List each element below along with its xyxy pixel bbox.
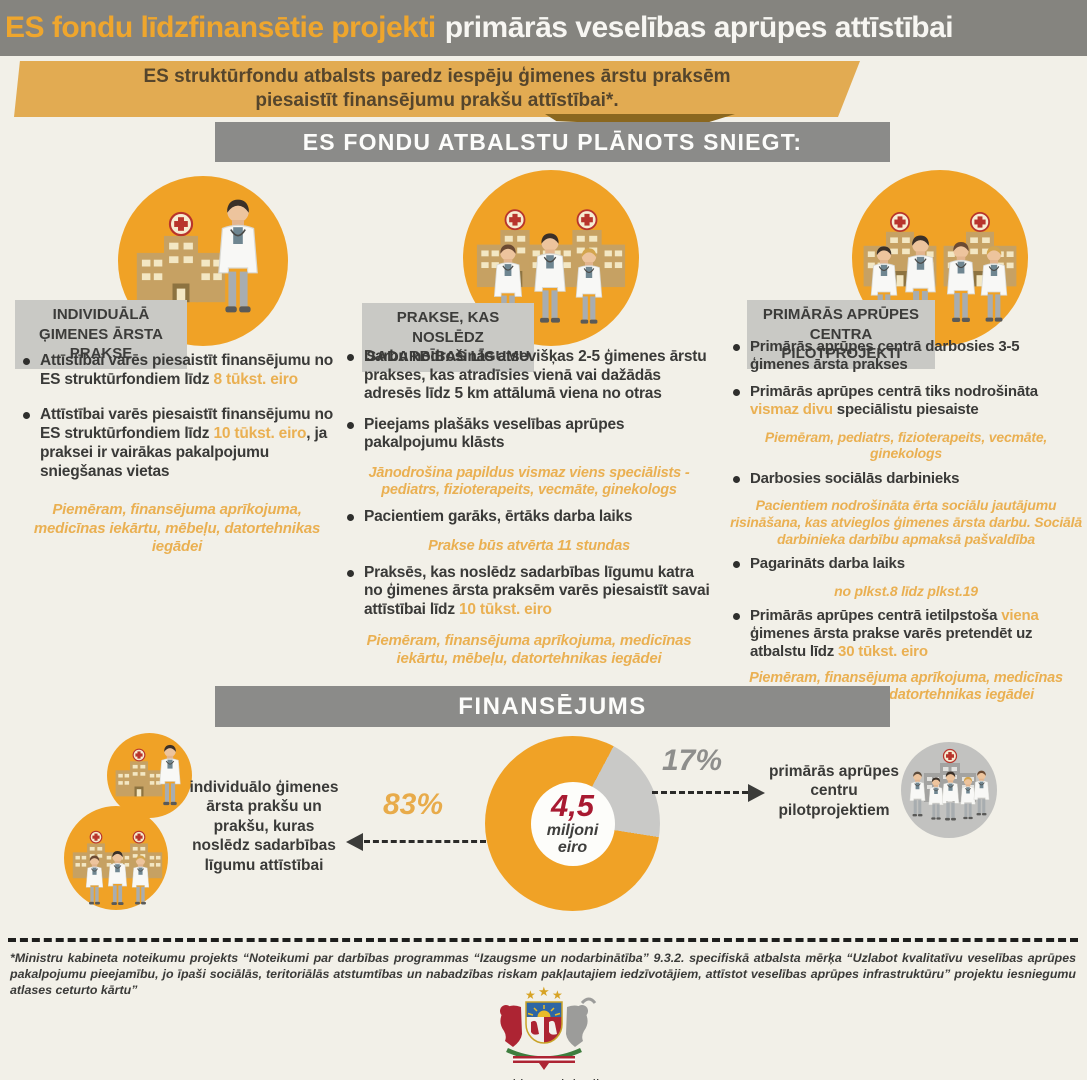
arrow-left-line: [364, 840, 486, 843]
arrow-left-icon: [346, 833, 363, 851]
dotted-separator: [8, 938, 1078, 942]
bullet-item: Primārās aprūpes centrā ietilpstoša vien…: [730, 607, 1082, 660]
example-note: Pacientiem nodrošināta ērta sociālu jaut…: [730, 497, 1082, 547]
bullet-item: Darbu nodrošinās atsevišķas 2-5 ģimenes …: [344, 348, 714, 404]
column-title-pilot-center: PRIMĀRĀS APRŪPES CENTRA PILOTPROJEKTI: [747, 300, 935, 369]
arrow-right-line: [652, 791, 748, 794]
financing-right-label: primārās aprūpes centru pilotprojektiem: [768, 763, 900, 819]
financing-donut-chart: 4,5 miljoni eiro: [485, 736, 660, 911]
financing-left-label: individuālo ģimenes ārsta prakšu un prak…: [189, 779, 339, 874]
example-note: Piemēram, finansējuma aprīkojuma, medicī…: [33, 501, 321, 556]
total-amount-unit: miljoni eiro: [546, 822, 599, 856]
example-note: Prakse būs atvērta 11 stundas: [428, 538, 630, 555]
financing-right-illustration: [901, 742, 997, 838]
amount-highlight: 10 tūkst. eiro: [458, 600, 552, 618]
svg-text:★: ★: [552, 988, 563, 1002]
section-banner: ES FONDU ATBALSTU PLĀNOTS SNIEGT:: [215, 122, 890, 162]
bullet-item: Attīstībai varēs piesaistīt finansējumu …: [20, 406, 334, 482]
amount-highlight: 30 tūkst. eiro: [838, 642, 928, 660]
intro-text: ES struktūrfondu atbalsts paredz iespēju…: [143, 66, 731, 111]
page-title-orange: ES fondu līdzfinansētie projekti: [5, 11, 436, 44]
footnote-text: *Ministru kabineta noteikumu projekts “N…: [10, 951, 1076, 998]
financing-right-percent: 17%: [662, 744, 723, 777]
bullet-item: Pagarināts darba laiks: [730, 555, 1082, 573]
example-note: Jānodrošina papildus vismaz viens speciā…: [368, 464, 690, 499]
bullet-item: Pieejams plašāks veselības aprūpes pakal…: [344, 416, 714, 453]
bullet-item: Primārās aprūpes centrā darbosies 3-5 ģi…: [730, 338, 1082, 373]
doctor-icon: [973, 770, 990, 816]
svg-text:★: ★: [538, 986, 550, 999]
amount-highlight: 8 tūkst. eiro: [213, 370, 298, 388]
total-amount: 4,5: [550, 788, 595, 824]
financing-left-percent: 83%: [383, 788, 444, 821]
amount-highlight: 10 tūkst. eiro: [213, 424, 307, 442]
donut-center: 4,5 miljoni eiro: [530, 781, 615, 866]
amount-highlight: vismaz divu: [750, 401, 833, 419]
page-title-white: primārās veselības aprūpes attīstībai: [444, 11, 954, 44]
arrow-right-icon: [748, 784, 765, 802]
financing-left-illustration-bottom: [64, 806, 168, 910]
example-note: no plkst.8 līdz plkst.19: [834, 582, 978, 599]
bullet-item: Primārās aprūpes centrā tiks nodrošināta…: [730, 383, 1082, 418]
bullet-item: Darbosies sociālās darbinieks: [730, 470, 1082, 488]
financing-banner: FINANSĒJUMS: [215, 686, 890, 727]
bullet-item: Praksēs, kas noslēdz sadarbības līgumu k…: [344, 564, 714, 620]
ministry-logo: ★ ★ ★ Veselības ministrij: [434, 984, 654, 1080]
doctor-icon: [159, 744, 181, 806]
ministry-name: Veselības ministrija: [434, 1077, 654, 1080]
bullet-item: Attīstībai varēs piesaistīt finansējumu …: [20, 352, 334, 390]
page-title: ES fondu līdzfinansētie projekti primārā…: [0, 0, 1087, 56]
example-note: Piemēram, finansējuma aprīkojuma, medicī…: [366, 631, 692, 667]
clinic-icon: [135, 211, 227, 304]
bullet-item: Pacientiem garāks, ērtāks darba laiks: [344, 508, 714, 527]
svg-text:★: ★: [525, 988, 536, 1002]
amount-highlight: viena: [1001, 607, 1039, 625]
column-title-cooperation-practice: PRAKSE, KAS NOSLĒDZ SADARBĪBAS LĪGUMU: [362, 303, 534, 372]
financing-left-illustration-top: [107, 733, 192, 818]
column-title-individual-practice: INDIVIDUĀLĀ ĢIMENES ĀRSTA PRAKSE: [15, 300, 187, 369]
example-note: Piemēram, pediatrs, fizioterapeits, vecm…: [764, 428, 1048, 462]
clinic-icon: [115, 748, 163, 797]
column-cooperation-practice-list: Darbu nodrošinās atsevišķas 2-5 ģimenes …: [344, 348, 714, 676]
column-pilot-center-list: Primārās aprūpes centrā darbosies 3-5 ģi…: [730, 338, 1082, 713]
column-individual-practice-list: Attīstībai varēs piesaistīt finansējumu …: [20, 352, 334, 556]
doctor-icon: [909, 771, 926, 817]
intro-ribbon: ES struktūrfondu atbalsts paredz iespēju…: [14, 61, 860, 117]
coat-of-arms-icon: ★ ★ ★: [499, 984, 596, 1070]
